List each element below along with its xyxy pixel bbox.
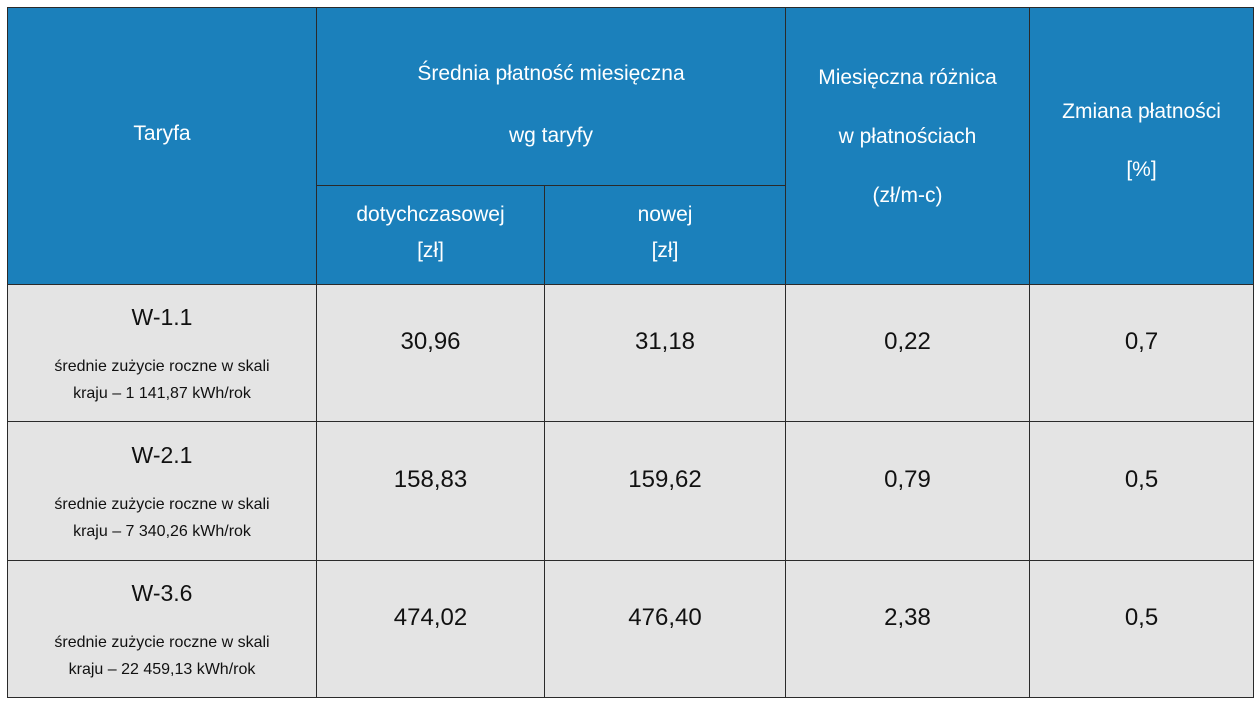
value-cell: 0,5 bbox=[1029, 421, 1254, 561]
header-text: [zł] bbox=[651, 239, 679, 262]
value-text: 159,62 bbox=[628, 466, 702, 493]
header-text: wg taryfy bbox=[508, 123, 594, 147]
header-text: [zł] bbox=[417, 239, 444, 262]
header-text: Średnia płatność miesięczna bbox=[417, 61, 685, 85]
value-cell: 30,96 bbox=[316, 284, 545, 422]
header-text: Taryfa bbox=[133, 122, 191, 145]
value-text: 0,5 bbox=[1124, 466, 1159, 493]
tariff-cell: W-1.1 średnie zużycie roczne w skali kraju… bbox=[7, 284, 317, 422]
tariff-note: średnie zużycie roczne w skali bbox=[54, 633, 270, 651]
value-cell: 476,40 bbox=[544, 560, 786, 698]
tariff-name: W-3.6 bbox=[131, 579, 193, 606]
header-text: Zmiana płatności bbox=[1062, 100, 1221, 123]
value-cell: 158,83 bbox=[316, 421, 545, 561]
header-text: dotychczasowej bbox=[356, 203, 505, 226]
value-text: 476,40 bbox=[628, 604, 702, 631]
value-cell: 2,38 bbox=[785, 560, 1030, 698]
value-text: 0,22 bbox=[884, 328, 931, 355]
tariff-note: średnie zużycie roczne w skali bbox=[54, 495, 270, 513]
value-cell: 0,79 bbox=[785, 421, 1030, 561]
value-cell: 31,18 bbox=[544, 284, 786, 422]
header-cell: nowej [zł] bbox=[544, 185, 786, 285]
value-text: 30,96 bbox=[400, 328, 461, 355]
header-text: [%] bbox=[1126, 158, 1157, 181]
tariff-note: średnie zużycie roczne w skali bbox=[54, 357, 270, 375]
tariff-name: W-1.1 bbox=[131, 303, 193, 330]
value-cell: 0,22 bbox=[785, 284, 1030, 422]
value-text: 0,7 bbox=[1124, 328, 1159, 355]
value-cell: 159,62 bbox=[544, 421, 786, 561]
header-text: nowej bbox=[637, 203, 693, 226]
header-cell: Miesięczna różnica w płatnościach (zł/m-c) bbox=[785, 7, 1030, 285]
value-text: 158,83 bbox=[393, 466, 468, 493]
value-cell: 474,02 bbox=[316, 560, 545, 698]
header-text: Miesięczna różnica bbox=[818, 65, 997, 89]
tariff-name: W-2.1 bbox=[131, 441, 193, 468]
value-text: 2,38 bbox=[884, 604, 931, 631]
header-cell: dotychczasowej [zł] bbox=[316, 185, 545, 285]
value-text: 31,18 bbox=[634, 328, 696, 355]
header-cell: Zmiana płatności [%] bbox=[1029, 7, 1254, 285]
value-text: 474,02 bbox=[393, 604, 468, 631]
value-cell: 0,5 bbox=[1029, 560, 1254, 698]
value-text: 0,79 bbox=[884, 466, 931, 493]
tariff-note: kraju – 22 459,13 kWh/rok bbox=[68, 660, 256, 678]
tariff-note: kraju – 7 340,26 kWh/rok bbox=[73, 522, 251, 540]
header-cell: Średnia płatność miesięczna wg taryfy bbox=[316, 7, 786, 186]
header-cell: Taryfa bbox=[7, 7, 317, 285]
tariff-cell: W-2.1 średnie zużycie roczne w skali kraju… bbox=[7, 421, 317, 561]
header-text: (zł/m-c) bbox=[872, 183, 943, 207]
value-text: 0,5 bbox=[1124, 604, 1159, 631]
tariff-cell: W-3.6 średnie zużycie roczne w skali kraju… bbox=[7, 560, 317, 698]
value-cell: 0,7 bbox=[1029, 284, 1254, 422]
tariff-note: kraju – 1 141,87 kWh/rok bbox=[73, 384, 251, 402]
header-text: w płatnościach bbox=[838, 124, 977, 148]
